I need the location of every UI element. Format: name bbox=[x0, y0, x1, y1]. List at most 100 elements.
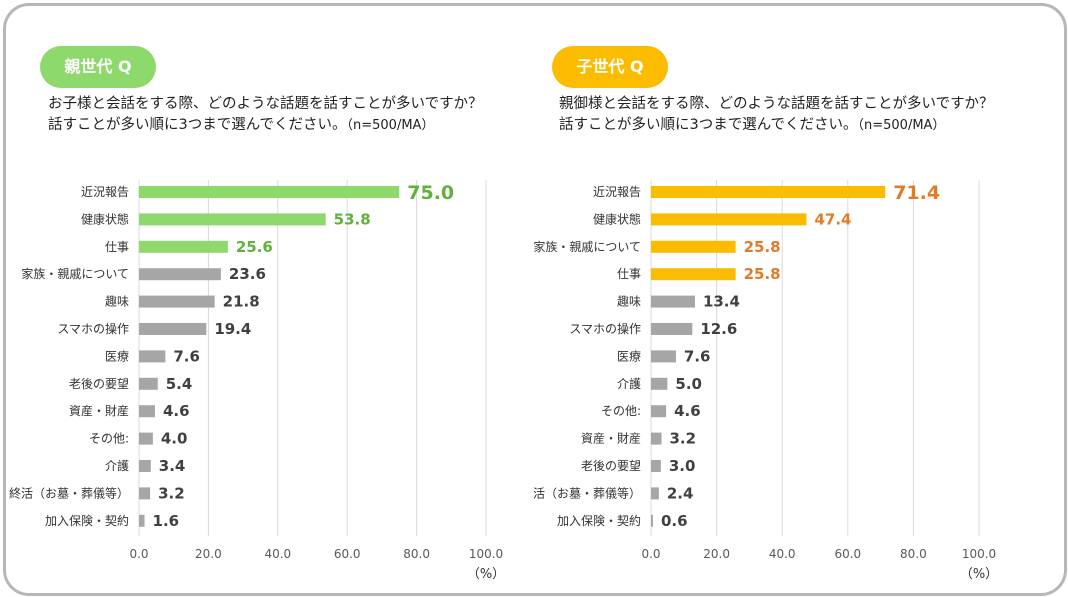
child-bar bbox=[651, 487, 659, 500]
child-value-label: 7.6 bbox=[684, 347, 711, 365]
parent-x-axis-label: （%） bbox=[467, 567, 505, 582]
child-question-line2: 話すことが多い順に3つまで選んでください。 bbox=[559, 117, 858, 133]
parent-x-tick-label: 0.0 bbox=[129, 547, 148, 561]
parent-value-label: 5.4 bbox=[166, 375, 193, 393]
parent-value-label: 75.0 bbox=[407, 182, 454, 204]
child-value-label: 47.4 bbox=[814, 210, 851, 228]
child-value-label: 25.8 bbox=[744, 238, 781, 256]
child-badge: 子世代 Q bbox=[552, 46, 668, 88]
parent-bar bbox=[139, 432, 153, 445]
child-value-label: 4.6 bbox=[674, 402, 701, 420]
parent-value-label: 3.4 bbox=[159, 457, 186, 475]
parent-bar bbox=[139, 186, 400, 198]
child-question: 親御様と会話をする際、どのような話題を話すことが多いですか？ 話すことが多い順に… bbox=[559, 94, 994, 136]
child-category-label: 介護 bbox=[617, 376, 641, 391]
parent-category-label: 近況報告 bbox=[81, 184, 129, 199]
child-category-label: 仕事 bbox=[617, 267, 641, 281]
child-category-label: 趣味 bbox=[617, 294, 641, 309]
child-value-label: 13.4 bbox=[703, 293, 740, 311]
parent-question-line2: 話すことが多い順に3つまで選んでください。 bbox=[48, 117, 347, 133]
child-x-tick-label: 100.0 bbox=[962, 547, 996, 561]
child-category-label: 家族・親戚について bbox=[534, 239, 641, 254]
child-bar bbox=[651, 295, 695, 308]
parent-category-label: 介護 bbox=[105, 458, 129, 473]
child-category-label: 終活（お墓・葬儀等） bbox=[534, 485, 641, 500]
parent-bar bbox=[139, 487, 151, 500]
parent-value-label: 4.6 bbox=[163, 402, 190, 420]
parent-value-label: 25.6 bbox=[236, 238, 273, 256]
parent-value-label: 53.8 bbox=[334, 210, 371, 228]
child-question-line2-wrap: 話すことが多い順に3つまで選んでください。（n=500/MA） bbox=[559, 115, 994, 136]
parent-bar bbox=[139, 323, 207, 335]
parent-bar bbox=[139, 350, 166, 363]
child-question-note: （n=500/MA） bbox=[857, 118, 946, 133]
child-panel: 子世代 Q 親御様と会話をする際、どのような話題を話すことが多いですか？ 話すこ… bbox=[534, 0, 1068, 597]
child-bar bbox=[651, 186, 886, 198]
child-value-label: 3.0 bbox=[669, 457, 696, 475]
child-value-label: 2.4 bbox=[667, 484, 694, 502]
parent-x-tick-label: 20.0 bbox=[195, 547, 222, 561]
parent-chart: 0.0 20.0 40.0 60.0 80.0 100.0 （%） 近況報告 75.0 健康状態 5… bbox=[9, 180, 505, 582]
child-question-line1: 親御様と会話をする際、どのような話題を話すことが多いですか？ bbox=[559, 96, 994, 112]
parent-question-line2-wrap: 話すことが多い順に3つまで選んでください。（n=500/MA） bbox=[48, 115, 483, 136]
child-bar bbox=[651, 323, 693, 335]
child-value-label: 25.8 bbox=[744, 265, 781, 283]
parent-bar bbox=[139, 268, 221, 281]
parent-value-label: 23.6 bbox=[229, 265, 266, 283]
parent-x-tick-label: 100.0 bbox=[469, 547, 503, 561]
parent-bar bbox=[139, 377, 158, 390]
child-category-label: 医療 bbox=[617, 349, 641, 363]
child-category-label: スマホの操作 bbox=[569, 321, 641, 336]
parent-badge: 親世代 Q bbox=[40, 46, 156, 88]
child-value-label: 0.6 bbox=[661, 512, 688, 530]
parent-value-label: 4.0 bbox=[161, 430, 188, 448]
parent-category-label: 終活（お墓・葬儀等） bbox=[9, 485, 129, 500]
child-value-label: 12.6 bbox=[700, 320, 737, 338]
child-bar bbox=[651, 405, 667, 418]
parent-x-tick-label: 60.0 bbox=[334, 547, 361, 561]
child-value-label: 3.2 bbox=[669, 430, 696, 448]
child-chart: 0.0 20.0 40.0 60.0 80.0 100.0 （%） 近況報告 71.4 健康状態 4… bbox=[534, 180, 998, 582]
child-category-label: その他: bbox=[601, 404, 641, 418]
child-category-label: 近況報告 bbox=[593, 184, 641, 199]
parent-bar bbox=[139, 460, 151, 472]
child-category-label: 資産・財産 bbox=[581, 431, 641, 446]
parent-category-label: 家族・親戚について bbox=[21, 266, 129, 281]
parent-bar bbox=[139, 240, 228, 253]
parent-category-label: 趣味 bbox=[105, 294, 129, 309]
child-bar bbox=[651, 350, 676, 363]
child-bar bbox=[651, 268, 736, 281]
parent-category-label: スマホの操作 bbox=[57, 321, 129, 336]
child-category-label: 老後の要望 bbox=[581, 459, 641, 473]
parent-category-label: 資産・財産 bbox=[69, 403, 129, 418]
parent-value-label: 3.2 bbox=[158, 484, 185, 502]
parent-x-tick-label: 40.0 bbox=[264, 547, 291, 561]
parent-value-label: 19.4 bbox=[214, 320, 251, 338]
child-category-label: 加入保険・契約 bbox=[557, 513, 641, 528]
child-bar bbox=[651, 432, 662, 445]
child-x-tick-label: 80.0 bbox=[900, 547, 927, 561]
parent-panel: 親世代 Q お子様と会話をする際、どのような話題を話すことが多いですか？ 話すこ… bbox=[9, 46, 505, 582]
parent-value-label: 1.6 bbox=[153, 512, 180, 530]
parent-category-label: 加入保険・契約 bbox=[45, 513, 129, 528]
parent-bar bbox=[139, 405, 155, 418]
parent-category-label: 仕事 bbox=[105, 240, 129, 254]
child-bar bbox=[651, 377, 668, 390]
parent-category-label: 老後の要望 bbox=[69, 377, 129, 391]
parent-bar bbox=[139, 295, 215, 308]
child-category-label: 健康状態 bbox=[593, 211, 641, 226]
parent-bar bbox=[139, 514, 145, 527]
child-bar bbox=[651, 460, 661, 472]
child-x-tick-label: 40.0 bbox=[769, 547, 796, 561]
child-bar bbox=[651, 514, 653, 527]
parent-question-line1: お子様と会話をする際、どのような話題を話すことが多いですか？ bbox=[48, 96, 483, 112]
parent-question: お子様と会話をする際、どのような話題を話すことが多いですか？ 話すことが多い順に… bbox=[48, 94, 483, 136]
parent-value-label: 21.8 bbox=[223, 293, 260, 311]
child-x-tick-label: 0.0 bbox=[641, 547, 660, 561]
child-bar bbox=[651, 213, 807, 226]
parent-category-label: 健康状態 bbox=[81, 211, 129, 226]
parent-category-label: その他: bbox=[89, 432, 129, 446]
parent-question-note: （n=500/MA） bbox=[346, 118, 435, 133]
parent-value-label: 7.6 bbox=[173, 347, 200, 365]
child-value-label: 71.4 bbox=[893, 182, 940, 204]
